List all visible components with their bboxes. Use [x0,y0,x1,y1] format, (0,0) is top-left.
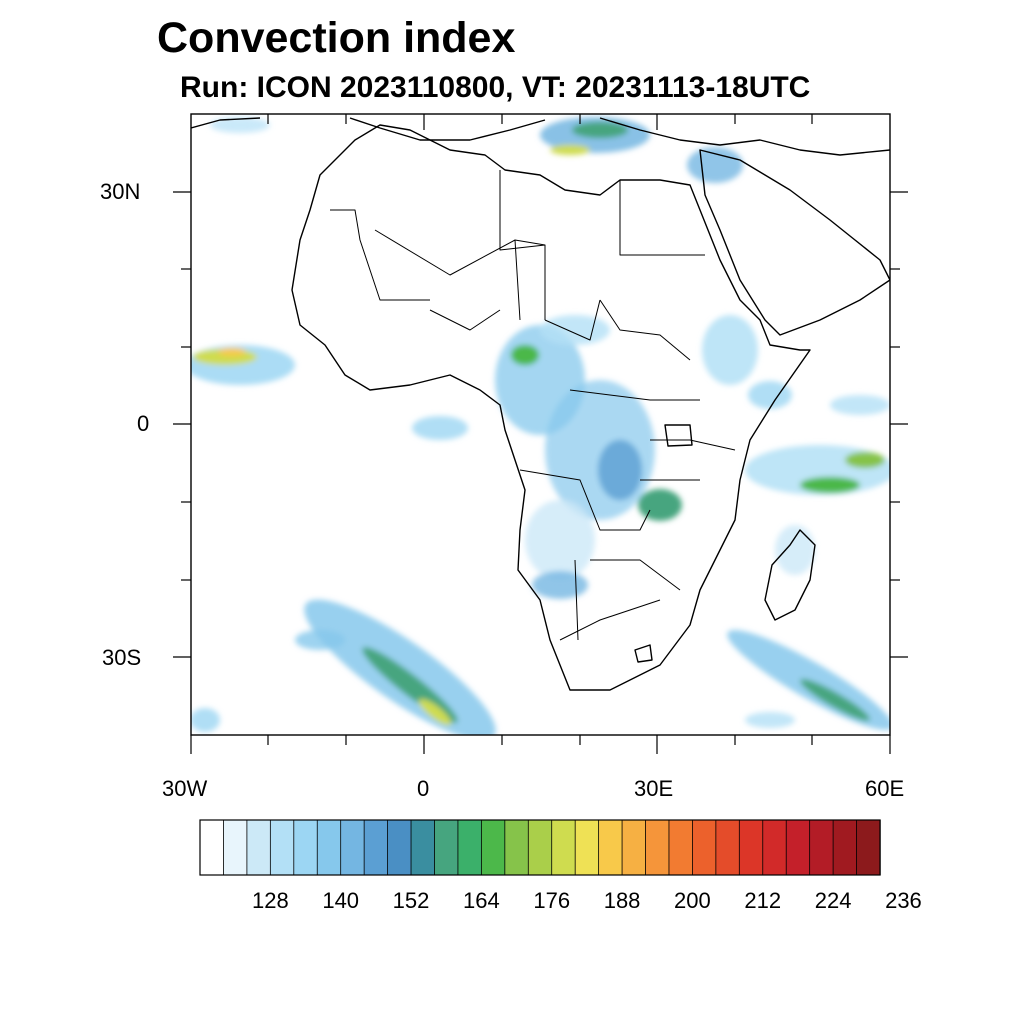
colorbar-outline [199,819,881,876]
colorbar-swatch [527,819,553,876]
conv-patch [412,416,468,440]
colorbar-swatch [762,819,787,876]
colorbar-swatch [551,819,576,876]
x-tick-label: 60E [865,776,905,801]
colorbar-swatch [832,819,858,876]
coastlines [191,117,890,691]
conv-patch [550,145,590,155]
borders [330,170,736,641]
colorbar-swatch [692,819,717,876]
x-tick-label: 30E [634,776,674,801]
conv-patch [800,477,860,493]
colorbar-swatch [480,819,506,876]
conv-patch [511,345,539,365]
colorbar-swatch [387,819,412,876]
colorbar-swatch [715,819,741,876]
conv-patch [418,698,452,726]
y-tick-label: 30N [100,179,141,204]
europe-coastline [191,117,890,156]
colorbar-swatch [738,819,764,876]
y-tick-label: 30S [102,645,142,670]
x-tick-label: 0 [417,776,430,801]
colorbar-tick-label: 164 [463,888,500,913]
colorbar-swatch [269,819,295,876]
conv-patch [572,122,628,138]
lake-south [634,644,653,663]
conv-patch [638,489,682,521]
colorbar-swatch [598,819,623,876]
colorbar-swatch [223,819,248,876]
lake-victoria [664,424,693,447]
colorbar-swatch [856,819,881,876]
conv-patch [598,440,642,500]
colorbar-swatch [809,819,834,876]
plot-title: Convection index [157,14,516,62]
colorbar-tick-label: 152 [392,888,430,913]
colorbar-tick-label: 176 [533,888,571,913]
plot-subtitle: Run: ICON 2023110800, VT: 20231113-18UTC [180,71,811,104]
colorbar-tick-label: 140 [322,888,360,913]
colorbar-tick-label: 128 [251,888,289,913]
africa-coastline [291,124,811,691]
colorbar-swatch [199,819,225,876]
colorbar-swatch [410,819,436,876]
y-tick-label: 0 [137,411,150,436]
convection-field [191,117,890,735]
colorbar-tick-label: 224 [814,888,852,913]
colorbar-swatch [363,819,389,876]
colorbar [199,819,881,876]
conv-patch [210,117,270,133]
conv-patch [545,380,655,520]
conv-patch [702,315,758,385]
colorbar-tick-label: 236 [885,888,922,913]
colorbar-swatch [293,819,318,876]
colorbar-swatch [645,819,670,876]
colorbar-swatch [434,819,459,876]
conv-patch [295,630,345,650]
colorbar-swatch [504,819,529,876]
conv-patch [218,348,246,356]
conv-patch [532,571,588,599]
colorbar-swatch [785,819,811,876]
conv-patch [540,315,610,345]
madagascar-coastline [764,529,816,621]
conv-patch [191,708,220,732]
conv-patch [845,452,885,468]
axis-ticks [173,114,908,754]
colorbar-tick-label: 212 [744,888,782,913]
arabia-coastline [699,149,890,336]
colorbar-swatch [621,819,647,876]
colorbar-swatch [668,819,694,876]
colorbar-swatch [340,819,365,876]
conv-patch [687,147,743,183]
conv-patch [748,381,792,409]
conv-patch [800,679,870,721]
conv-patch [745,712,795,728]
colorbar-swatch [246,819,272,876]
colorbar-swatch [574,819,600,876]
conv-patch [830,395,890,415]
conv-patch [525,500,595,580]
x-tick-label: 30W [162,776,208,801]
colorbar-tick-label: 200 [674,888,711,913]
colorbar-tick-label: 188 [603,888,641,913]
conv-patch [775,525,815,575]
colorbar-swatch [316,819,342,876]
colorbar-swatch [457,819,483,876]
